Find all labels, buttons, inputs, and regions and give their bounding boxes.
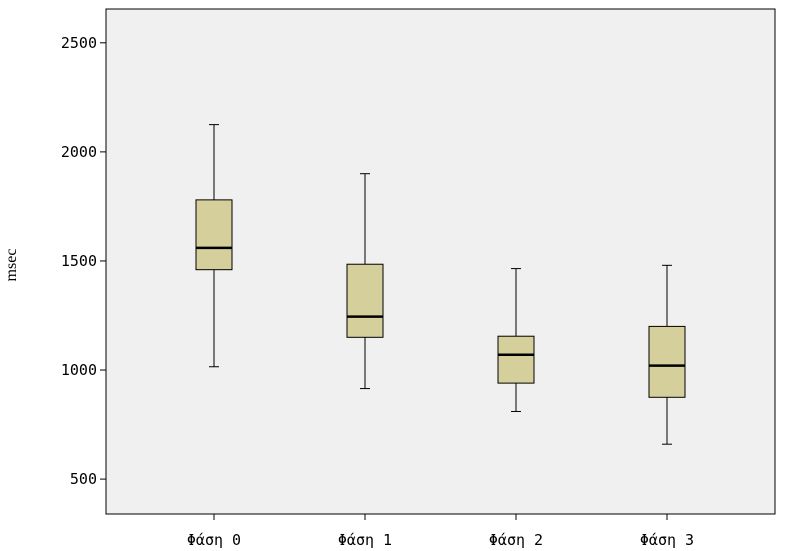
x-tick-label-2: Φάση 2 [489,531,543,549]
box-3 [648,264,686,445]
x-axis: Φάση 0 Φάση 1 Φάση 2 Φάση 3 [187,514,694,549]
x-tick-label-0: Φάση 0 [187,531,241,549]
iqr-box-0 [195,199,233,271]
y-tick-label-2000: 2000 [61,143,97,161]
y-tick-label-2500: 2500 [61,34,97,52]
y-axis: 500 1000 1500 2000 2500 [61,34,106,488]
x-tick-label-3: Φάση 3 [640,531,694,549]
y-tick-label-1500: 1500 [61,252,97,270]
box-0 [195,124,233,368]
iqr-box-2 [497,335,535,384]
y-axis-title: msec [3,249,20,282]
y-tick-label-500: 500 [70,470,97,488]
iqr-box-3 [648,325,686,398]
x-tick-label-1: Φάση 1 [338,531,392,549]
y-tick-label-1000: 1000 [61,361,97,379]
iqr-box-1 [346,263,384,338]
box-1 [346,173,384,390]
box-2 [497,268,535,412]
boxes-layer [195,124,686,445]
